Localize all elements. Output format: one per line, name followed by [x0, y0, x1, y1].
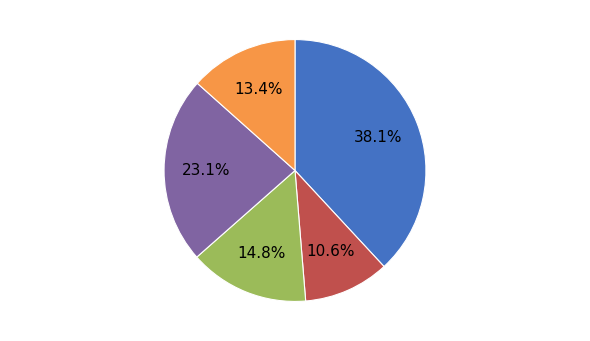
- Text: 23.1%: 23.1%: [182, 163, 230, 178]
- Wedge shape: [197, 40, 295, 171]
- Text: 14.8%: 14.8%: [238, 246, 286, 261]
- Wedge shape: [197, 170, 306, 301]
- Text: 13.4%: 13.4%: [234, 82, 283, 97]
- Wedge shape: [295, 170, 384, 301]
- Wedge shape: [164, 83, 295, 257]
- Text: 10.6%: 10.6%: [307, 244, 355, 260]
- Wedge shape: [295, 40, 426, 267]
- Text: 38.1%: 38.1%: [353, 131, 402, 146]
